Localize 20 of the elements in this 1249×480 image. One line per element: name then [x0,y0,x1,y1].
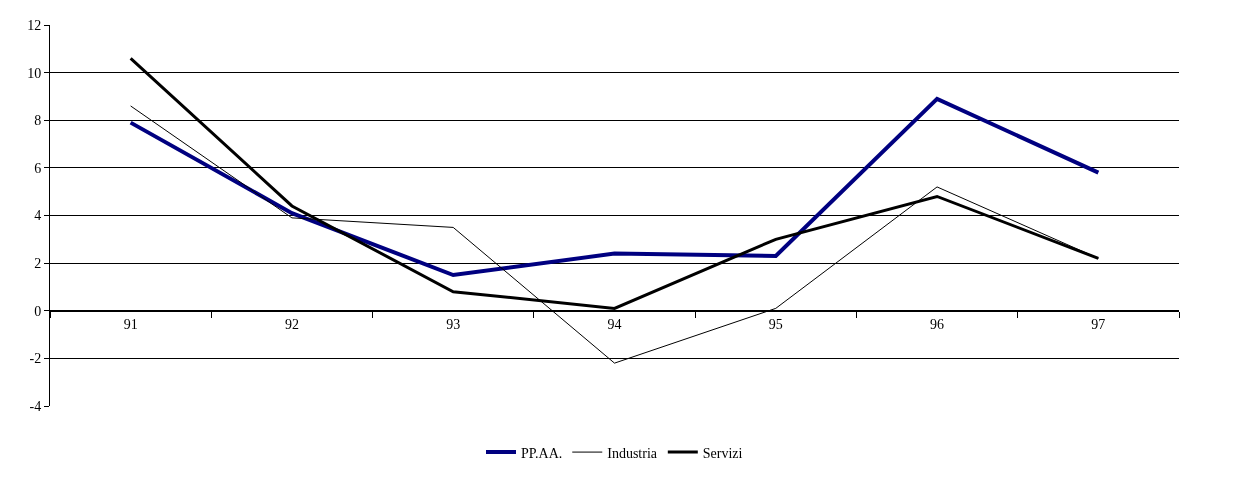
x-tick-label: 93 [446,316,461,332]
y-tick-label: -2 [29,351,42,367]
y-tick-label: -4 [29,398,42,414]
x-tick-label: 92 [284,316,299,332]
x-tick-label: 97 [1091,316,1106,332]
x-tick-label: 95 [768,316,783,332]
y-tick-label: 2 [34,256,42,272]
legend-label: Servizi [702,445,743,461]
y-tick-label: 8 [34,113,42,129]
x-tick-label: 94 [607,316,622,332]
y-tick-label: 10 [27,65,42,81]
x-tick-label: 96 [930,316,945,332]
legend-label: PP.AA. [521,445,563,461]
y-tick-label: 12 [27,17,42,33]
y-tick-label: 6 [34,160,42,176]
legend-label: Industria [607,445,658,461]
x-tick-label: 91 [123,316,138,332]
line-series [128,96,1101,278]
y-tick-label: 0 [34,303,42,319]
y-tick-label: 4 [34,208,42,224]
